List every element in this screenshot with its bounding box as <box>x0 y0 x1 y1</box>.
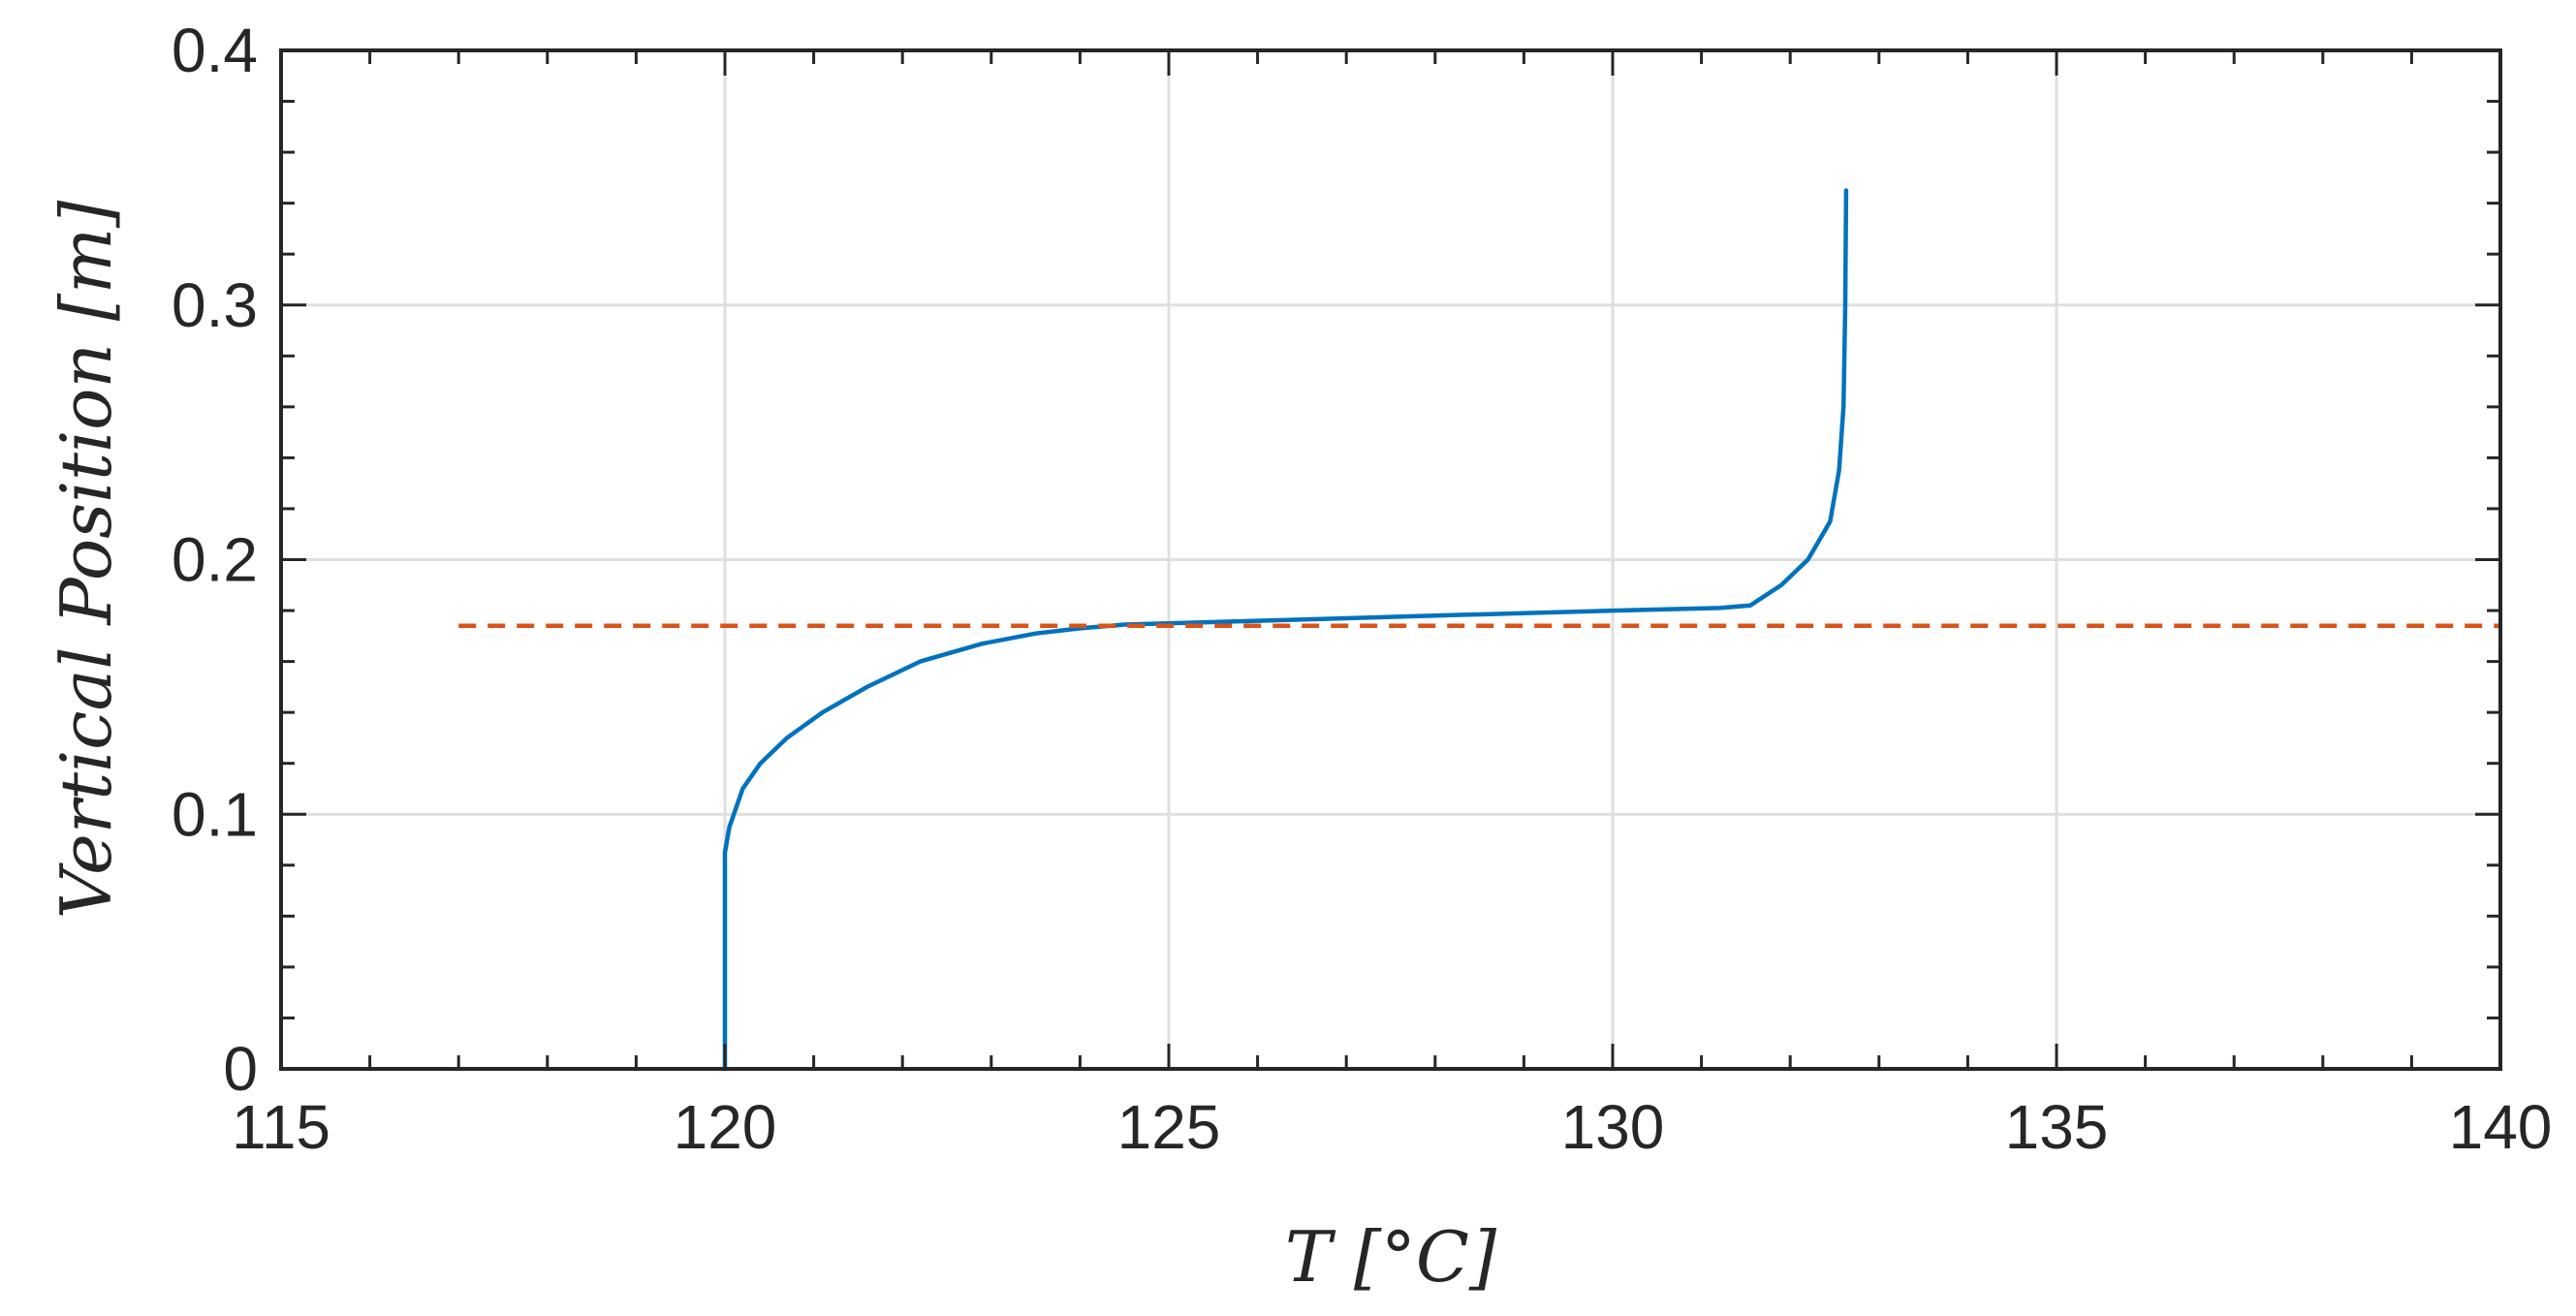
x-tick-label: 140 <box>2449 1092 2553 1162</box>
y-tick-label: 0.2 <box>172 525 258 595</box>
y-tick-label: 0.4 <box>172 16 258 85</box>
series-layer <box>458 188 2500 1072</box>
x-tick-label: 120 <box>674 1092 777 1162</box>
x-tick-label: 135 <box>2005 1092 2109 1162</box>
axis-ticks <box>279 48 2502 1071</box>
y-tick-label: 0.3 <box>172 270 258 340</box>
x-axis-label: T [°C] <box>1285 1216 1497 1298</box>
x-tick-labels: 115 120 125 130 135 140 <box>232 1092 2552 1162</box>
x-tick-label: 130 <box>1561 1092 1665 1162</box>
grid-lines <box>281 50 2500 1069</box>
y-tick-label: 0 <box>223 1034 258 1104</box>
temperature-profile-line <box>722 188 1849 1072</box>
y-tick-labels: 0 0.1 0.2 0.3 0.4 <box>172 16 258 1104</box>
y-tick-label: 0.1 <box>172 779 258 849</box>
x-tick-label: 115 <box>232 1092 330 1162</box>
y-axis-label: Vertical Position [m] <box>46 200 127 919</box>
x-tick-label: 125 <box>1117 1092 1221 1162</box>
